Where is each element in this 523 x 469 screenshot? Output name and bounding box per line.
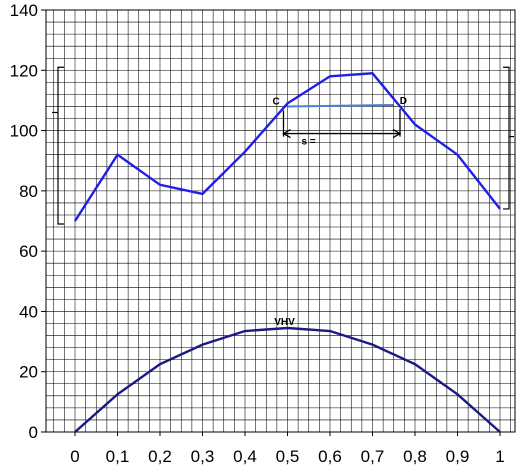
y-tick-label: 80 [19,182,38,201]
y-tick-label: 60 [19,242,38,261]
x-tick-label: 0,3 [191,447,215,466]
y-tick-label: 20 [19,363,38,382]
point-d-label: D [400,96,407,107]
cd-line [287,103,394,108]
y-tick-label: 140 [10,1,38,20]
vhv-label: VHV [274,317,295,328]
plot-border [45,9,516,433]
annotation-labels: C Ds = VHV [273,96,407,328]
x-tick-label: 0,8 [403,447,427,466]
left-bracket [57,66,64,225]
right-bracket [503,66,510,210]
x-tick-label: 0,4 [233,447,257,466]
s-label: s = [302,137,316,148]
annotations [52,66,514,225]
x-tick-labels: 0 0,1 0,2 0,3 0,4 0,5 0,6 0,7 0,8 0,9 1 [70,447,504,466]
y-tick-labels: 0 20 40 60 80 100 120 140 [10,1,38,442]
y-tick-label: 100 [10,122,38,141]
grid [45,9,516,433]
y-tick-label: 0 [29,423,38,442]
x-tick-label: 0 [70,447,79,466]
y-tick-label: 120 [10,61,38,80]
x-tick-label: 0,1 [106,447,130,466]
series-line-1 [73,72,501,222]
y-tick-label: 40 [19,302,38,321]
x-tick-label: 0,7 [361,447,385,466]
series-lines [73,72,501,433]
point-c-label: C [273,96,280,107]
axes [41,9,501,436]
x-tick-label: 0,6 [318,447,342,466]
x-tick-label: 0,9 [446,447,470,466]
x-tick-label: 0,2 [148,447,172,466]
x-tick-label: 1 [495,447,504,466]
x-tick-label: 0,5 [276,447,300,466]
series-line-2 [74,326,501,433]
